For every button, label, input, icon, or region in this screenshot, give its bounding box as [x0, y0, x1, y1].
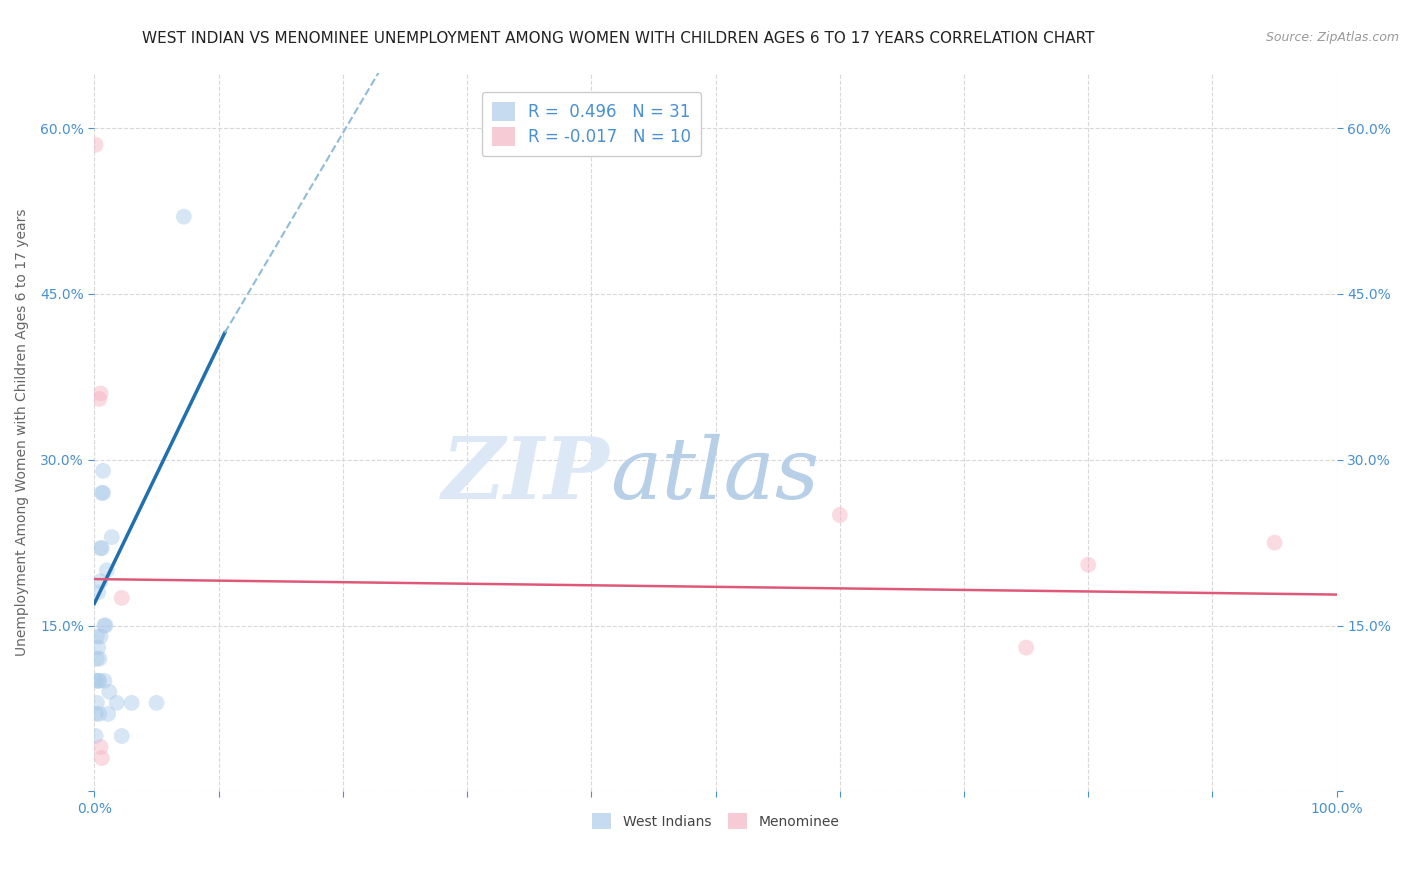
Point: [90, 486, 112, 500]
Point: [87, 640, 110, 655]
Point: [90, 630, 112, 644]
Point: [105, 696, 128, 710]
Y-axis label: Unemployment Among Women with Children Ages 6 to 17 years: Unemployment Among Women with Children A…: [15, 209, 30, 656]
Point: [90, 574, 112, 589]
Point: [84, 137, 107, 152]
Point: [84, 673, 107, 688]
Point: [121, 696, 143, 710]
Point: [93, 618, 115, 632]
Point: [89, 706, 111, 721]
Text: WEST INDIAN VS MENOMINEE UNEMPLOYMENT AMONG WOMEN WITH CHILDREN AGES 6 TO 17 YEA: WEST INDIAN VS MENOMINEE UNEMPLOYMENT AM…: [142, 31, 1095, 46]
Point: [111, 591, 134, 605]
Point: [89, 673, 111, 688]
Point: [90, 751, 112, 765]
Point: [89, 392, 111, 406]
Point: [90, 541, 112, 556]
Point: [94, 618, 117, 632]
Point: [93, 673, 115, 688]
Point: [828, 508, 851, 522]
Point: [89, 651, 111, 665]
Point: [84, 706, 107, 721]
Point: [84, 729, 107, 743]
Point: [90, 740, 112, 755]
Point: [91, 486, 114, 500]
Point: [111, 729, 134, 743]
Point: [86, 696, 108, 710]
Point: [86, 651, 108, 665]
Point: [1264, 535, 1286, 549]
Point: [87, 673, 110, 688]
Point: [90, 386, 112, 401]
Legend: West Indians, Menominee: West Indians, Menominee: [586, 807, 845, 835]
Point: [90, 541, 112, 556]
Point: [145, 696, 167, 710]
Point: [101, 530, 124, 544]
Point: [1077, 558, 1099, 572]
Point: [86, 630, 108, 644]
Point: [173, 210, 195, 224]
Text: ZIP: ZIP: [441, 434, 610, 517]
Point: [97, 706, 120, 721]
Point: [96, 563, 118, 577]
Text: atlas: atlas: [610, 434, 820, 516]
Point: [1015, 640, 1038, 655]
Text: Source: ZipAtlas.com: Source: ZipAtlas.com: [1265, 31, 1399, 45]
Point: [91, 464, 114, 478]
Point: [98, 685, 121, 699]
Point: [87, 585, 110, 599]
